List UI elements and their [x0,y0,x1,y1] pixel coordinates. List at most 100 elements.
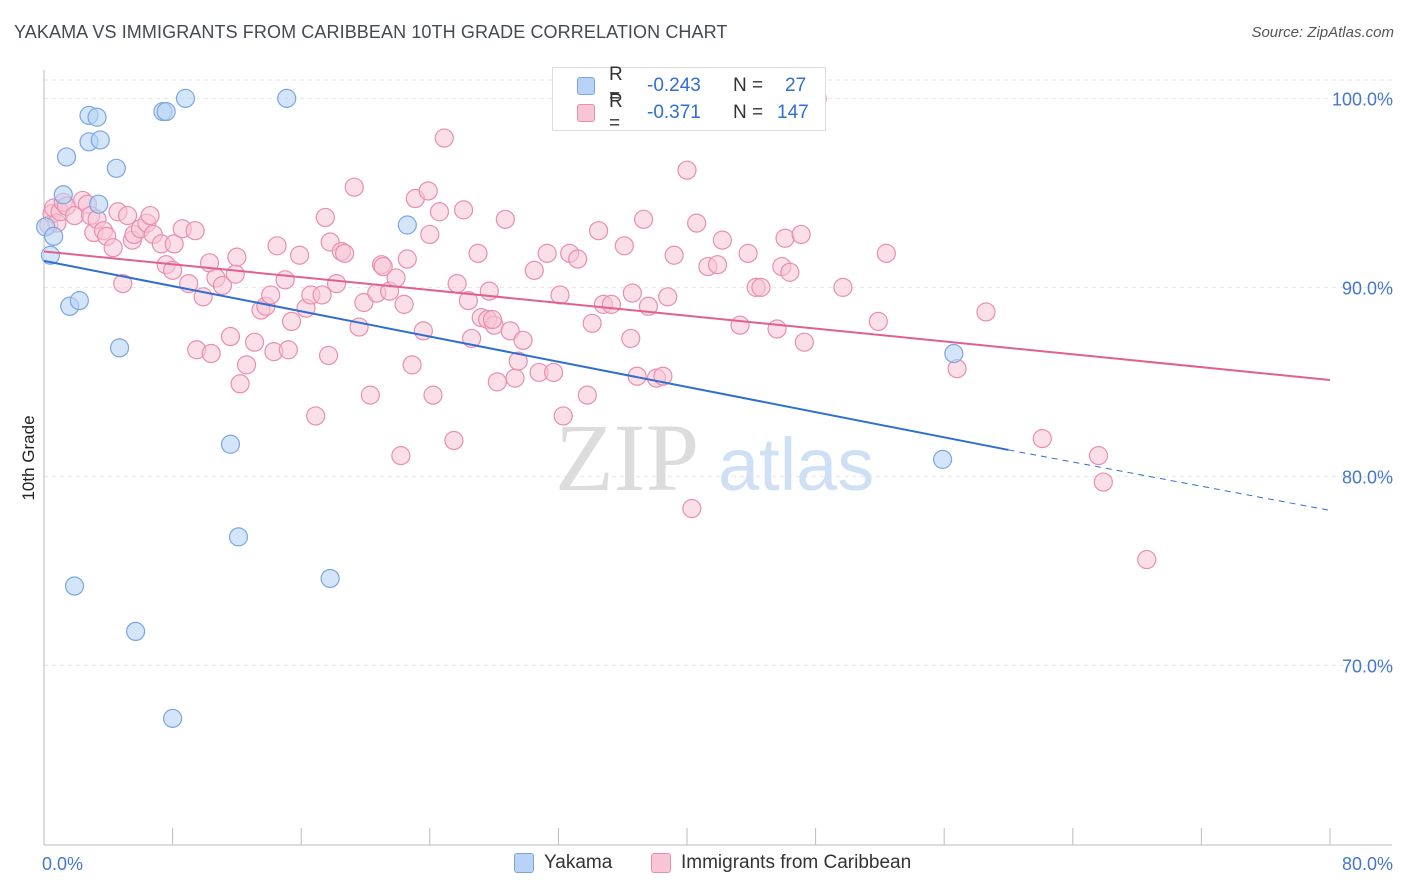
carib-point [423,385,443,405]
carib-point [622,283,642,303]
carib-point [664,245,684,265]
carib-point [236,355,257,375]
carib-point [447,273,467,294]
carib-point [775,228,795,248]
carib-point [278,340,298,360]
carib-point [244,332,265,352]
yakama-point [69,291,89,311]
carib-point [738,243,758,263]
carib-point [751,277,771,297]
yakama-point [126,621,146,642]
carib-point [227,247,247,267]
yakama-point [163,708,183,728]
legend-n-value: 147 [777,102,809,123]
carib-point [537,243,557,263]
carib-point [312,285,332,305]
yakama-point [53,185,73,205]
carib-point [780,262,800,282]
yakama-point [228,527,249,547]
carib-point [394,294,414,314]
carib-point [185,221,205,241]
legend-item-carib[interactable]: Immigrants from Caribbean [651,852,911,874]
legend-row-carib: R = -0.371 N = 147 [577,91,809,134]
carib-point [103,238,123,258]
carib-point [730,315,750,335]
carib-point [434,128,454,148]
legend-r-label: R = [609,91,623,134]
yakama-point [109,338,130,358]
yakama-point [320,568,340,589]
carib-point [444,430,464,451]
carib-point [505,368,525,388]
carib-point [582,313,602,333]
y-tick-label: 100.0% [1332,89,1393,109]
watermark-atlas: atlas [718,423,874,506]
carib-point [707,255,728,275]
carib-point [876,243,896,263]
trend-lines [43,250,1331,511]
carib-point [568,249,588,269]
yakama-point [277,88,297,108]
carib-point [677,160,697,180]
yakama-trend-extension [1008,449,1331,511]
carib-point [550,285,570,305]
carib-point [524,260,544,280]
yakama-point [90,130,110,150]
carib-point [386,268,406,288]
carib-point [577,385,597,405]
yakama-point [44,226,64,246]
carib-point [402,355,422,375]
carib-point [487,372,507,392]
yakama-point [89,194,109,214]
x-tick-label: 80.0% [1342,854,1393,874]
carib-point [397,249,417,269]
carib-point [508,351,528,371]
carib-point [306,406,326,426]
carib-point [113,273,133,294]
legend-label-carib: Immigrants from Caribbean [681,852,912,873]
carib-point [201,343,221,364]
yakama-points [36,88,964,728]
carib-point [225,264,245,284]
axis-labels: 70.0% 80.0% 90.0% 100.0% 0.0% 80.0% 10th Grade [19,89,1393,874]
carib-point [1137,549,1157,570]
legend-swatch-carib [577,104,595,122]
carib-point [267,236,287,256]
yakama-point [56,147,77,167]
carib-point [633,209,654,229]
carib-point [868,311,888,332]
legend-item-yakama[interactable]: Yakama [514,852,612,874]
carib-point [315,207,335,228]
carib-point [230,374,250,394]
carib-point [687,213,707,233]
carib-point [429,202,450,222]
carib-point [794,332,814,352]
legend-r-value: -0.371 [647,102,701,123]
carib-point [117,205,138,226]
carib-point [391,446,411,466]
carib-point [335,243,355,263]
carib-point [614,236,634,256]
carib-point [453,200,474,220]
yakama-point [397,215,417,235]
carib-point [553,406,573,426]
legend-r-label: R = [609,64,623,107]
carib-point [976,302,996,322]
carib-point [420,224,440,245]
carib-point [833,277,853,297]
carib-point [1088,446,1109,466]
carib-point [289,245,310,265]
chart-title: YAKAMA VS IMMIGRANTS FROM CARIBBEAN 10TH… [14,22,728,42]
carib-point [791,224,811,245]
stats-legend: R = -0.243 N = 27 R = -0.371 N = 147 [552,64,826,134]
carib-point [1093,472,1113,492]
carib-point [261,285,281,305]
carib-point [468,243,488,263]
yakama-point [944,343,964,364]
yakama-point [175,88,196,108]
carib-point [212,275,233,296]
legend-swatch-carib [651,853,671,873]
y-tick-label: 90.0% [1342,278,1393,298]
yakama-point [932,449,953,469]
carib-point [682,498,702,519]
